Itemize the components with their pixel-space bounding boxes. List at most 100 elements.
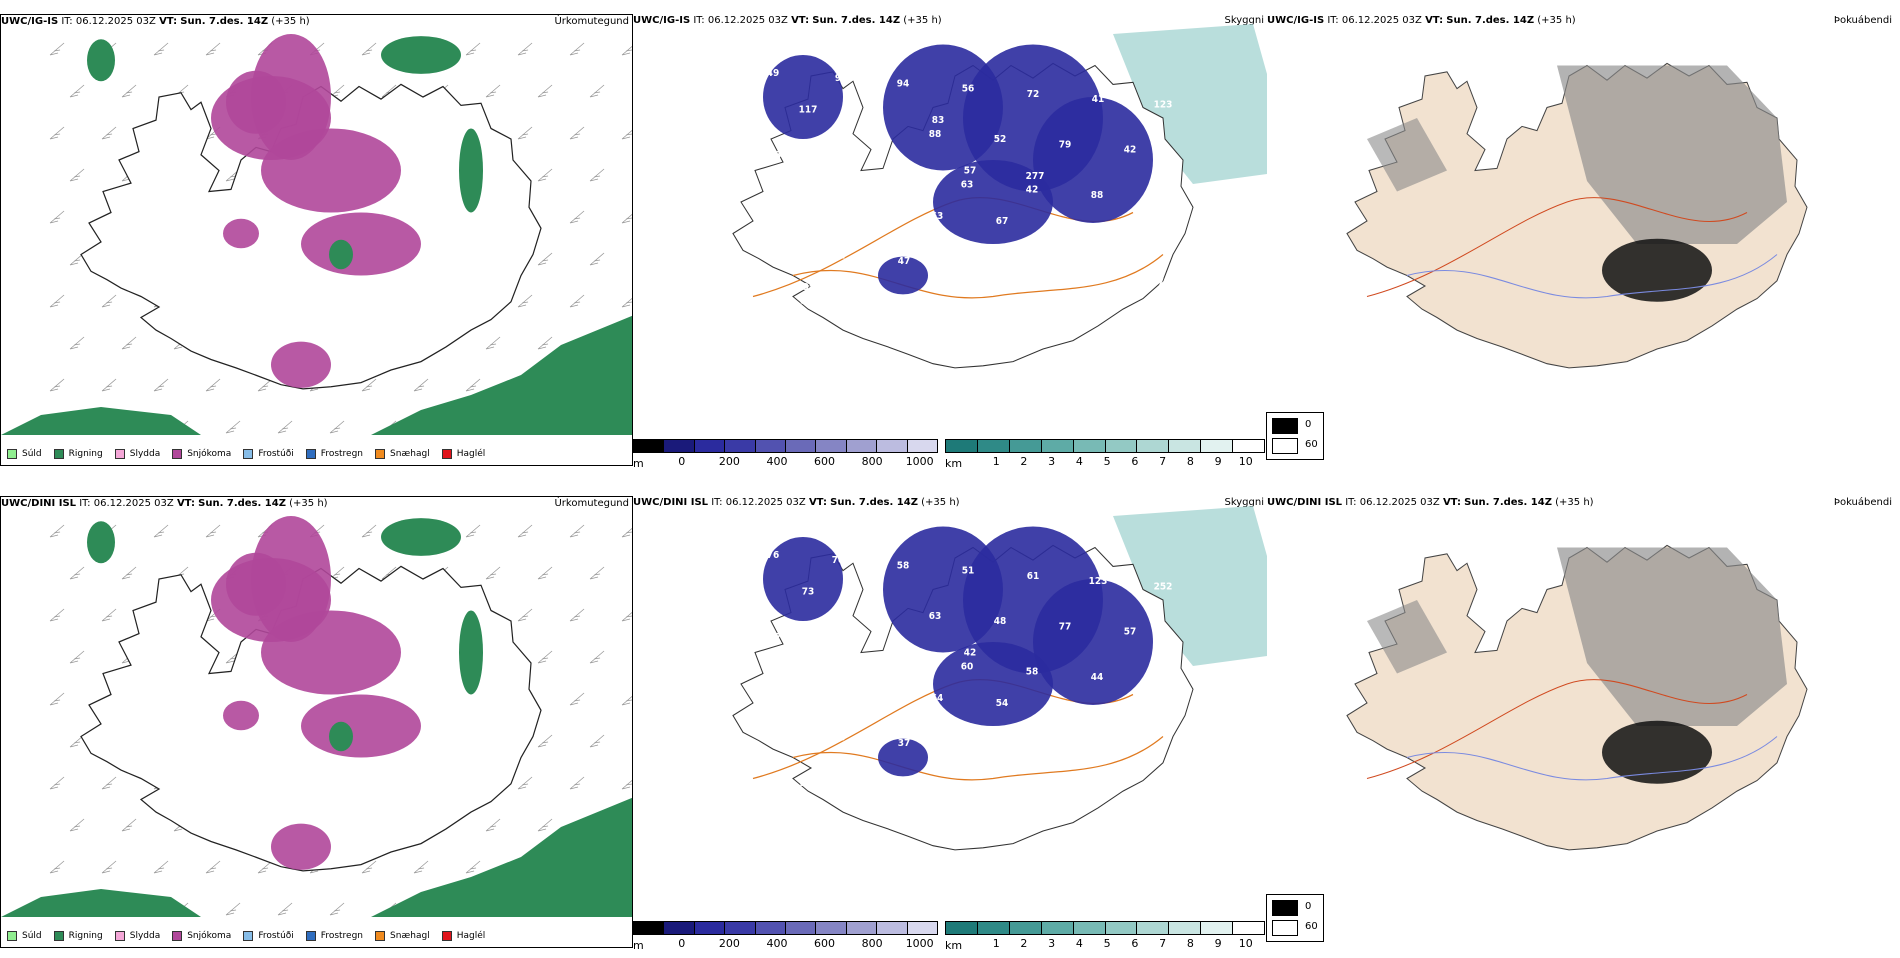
cloudbase-value: 64 [1156,195,1169,206]
wind-barb [329,902,345,916]
wind-barb [621,695,632,706]
colorbar-cell [846,440,878,452]
lead-time: (+35 h) [1555,497,1594,508]
init-label: IT: [1327,15,1339,26]
visibility-area [1113,506,1267,666]
legend-item-6: Snæhagl [375,449,430,459]
cloudbase-value: 63 [929,611,942,622]
colorbar-cell [846,922,878,934]
colorbar-cell [1201,922,1234,934]
visibility-area [1113,24,1267,184]
wind-barb [101,294,117,308]
colorbar-tick-label: 5 [1103,937,1111,950]
wind-barb [621,527,632,538]
cloudbase-value: 58 [1060,799,1073,810]
fog-key-high: 60 [1305,439,1318,450]
cloudbase-value: 59 [1155,290,1168,301]
cloudbase-value: 78 [1125,804,1138,815]
cloudbase-value: 60 [867,592,880,603]
colorbar-tick-label: 200 [718,455,740,468]
cloudbase-value: 106 [960,261,979,272]
init-time: 06.12.2025 03Z [1341,15,1422,26]
wind-barb [121,818,137,832]
cloudbase-value: 93 [1028,748,1041,759]
colorbar-cell [1105,440,1138,452]
legend-item-6: Snæhagl [375,931,430,941]
wind-barb [101,776,117,790]
wind-barb [621,213,632,224]
colorbar-cell [725,922,756,934]
cloudbase-value: 143 [960,743,979,754]
colorbar-cell [725,440,756,452]
colorbar-cell [946,922,978,934]
cloudbase-value: 42 [1156,677,1169,688]
iceland-group [80,34,542,390]
wind-barb [465,860,481,874]
wind-barb [569,524,585,538]
wind-barb [205,42,221,56]
legend-label: Frostregn [320,931,364,941]
wind-barb [69,84,85,98]
snowfall-area [226,552,286,616]
legend-swatch [114,931,125,941]
valid-time: Sun. 7.des. 14Z [198,498,286,509]
panel-title: Úrkomutegund [554,498,629,509]
cloudbase-value: 38 [833,733,846,744]
colorbar-cell [786,922,817,934]
colorbar-unit: m [633,939,644,952]
wind-barb [621,45,632,56]
river-line [1406,254,1778,299]
road-line [792,254,1164,299]
colorbar-tick-label: 7 [1159,455,1167,468]
colorbar-tick-label: 2 [1020,455,1028,468]
cloudbase-area [878,256,928,295]
wind-barb [121,84,137,98]
panel-title: Úrkomutegund [554,16,629,27]
wind-barb [153,860,169,874]
cloudbase-value: 83 [932,115,945,126]
cloudbase-colorbar: 0 200 400 600 800 1000 m [633,439,938,473]
panel-header: UWC/IG-IS IT: 06.12.2025 03Z VT: Sun. 7.… [633,14,1267,28]
cloud-visibility-panel: UWC/DINI ISL IT: 06.12.2025 03Z VT: Sun.… [633,496,1267,958]
wind-barb [537,566,553,580]
wind-barb [225,420,241,434]
rain-area [87,521,115,564]
legend-swatch [305,931,316,941]
lead-time: (+35 h) [921,497,960,508]
colorbar-tick-label: 2 [1020,937,1028,950]
colorbar-cell [907,440,938,452]
wind-barb [101,126,117,140]
wind-barb [361,524,377,538]
init-time: 06.12.2025 03Z [93,498,174,509]
cloudbase-value: 61 [1125,322,1138,333]
valid-label: VT: [176,498,195,509]
colorbar-tick-label: 1000 [905,455,934,468]
snowfall-area [223,700,259,731]
valid-label: VT: [159,16,178,27]
cloudbase-value: 125 [1058,703,1077,714]
colorbar-cell [1009,440,1042,452]
wind-barb [569,294,585,308]
fog-dense-area [1602,238,1712,302]
legend-label: Súld [22,931,42,941]
legend-label: Haglél [456,931,486,941]
wind-barb [517,524,533,538]
colorbar-cells [633,921,938,935]
precip-legend: Súld Rigning Slydda Snjókoma Frostúði Frostre… [7,927,497,945]
legend-swatch [441,931,452,941]
legend-swatch [375,449,386,459]
fog-indicator-panel: UWC/DINI ISL IT: 06.12.2025 03Z VT: Sun.… [1267,496,1900,958]
cloudbase-value: 33 [1123,722,1136,733]
cloudbase-area [933,642,1053,726]
fog-key-low: 0 [1305,901,1312,912]
wind-barb [49,210,65,224]
fog-key-low: 0 [1305,419,1312,430]
colorbar-cells [945,439,1265,453]
snowfall-area [271,823,331,870]
colorbar-tick-label: 8 [1186,455,1194,468]
legend-item-7: Haglél [441,931,486,941]
colorbar-tick-label: 3 [1048,937,1056,950]
fog-legend: 0 60 [1266,894,1324,942]
cloudbase-value: 79 [1155,772,1168,783]
wind-barb [589,734,605,748]
